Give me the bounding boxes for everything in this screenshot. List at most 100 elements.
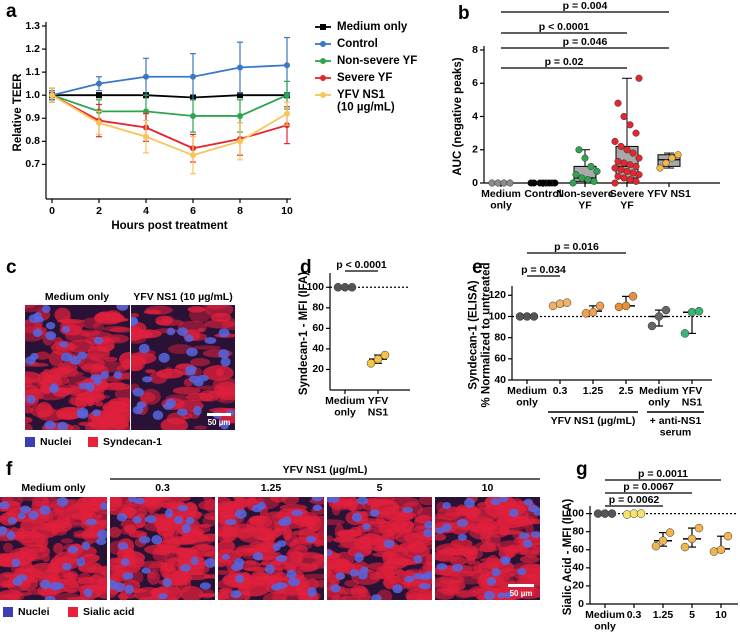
stain [54, 551, 79, 565]
stain [100, 421, 111, 428]
x-tick-label: 2 [96, 205, 102, 217]
micrograph [110, 497, 215, 600]
stain [435, 551, 460, 563]
x-tick-label: 10 [281, 205, 293, 217]
micrograph [131, 305, 235, 430]
point [581, 154, 589, 162]
y-tick-label: 60 [494, 353, 506, 365]
stain [172, 386, 201, 395]
image-title: Medium only [21, 482, 85, 494]
scale-label: 50 µm [510, 589, 533, 598]
stain [469, 525, 494, 540]
image-title: YFV NS1 (10 µg/mL) [133, 291, 232, 303]
nucleus [157, 593, 168, 600]
stain [2, 542, 14, 553]
point [723, 531, 733, 541]
point [572, 171, 580, 179]
point [620, 159, 628, 167]
stain [145, 369, 156, 374]
point [629, 149, 637, 157]
stain [510, 515, 536, 527]
panel-label: a [6, 1, 17, 22]
nucleus [177, 327, 189, 336]
x-tick-label: YFV NS1 [682, 385, 703, 409]
nucleus [76, 407, 89, 418]
x-tick-label: 10 [715, 609, 727, 621]
nucleus [142, 376, 153, 383]
y-tick-label: 20 [312, 363, 324, 375]
x-tick-label: Medium only [481, 188, 521, 212]
point [632, 129, 640, 137]
stain [54, 307, 71, 323]
p-value: p = 0.0011 [638, 468, 688, 480]
point [614, 157, 622, 165]
point [661, 305, 671, 315]
nucleus [351, 512, 362, 523]
stain [497, 540, 527, 553]
nucleus [49, 383, 59, 393]
p-value: p = 0.02 [545, 56, 584, 68]
nucleus [252, 551, 264, 561]
point [562, 298, 572, 307]
point [674, 151, 682, 159]
stain [316, 579, 324, 588]
stain [84, 387, 96, 403]
x-tick-label: 2.5 [619, 385, 634, 397]
point [636, 509, 646, 518]
stain [192, 345, 221, 350]
nucleus [162, 402, 173, 410]
stain [395, 569, 405, 577]
stain [279, 504, 308, 512]
nucleus [122, 572, 134, 581]
marker [190, 112, 196, 119]
stain [88, 497, 107, 503]
stain [417, 587, 432, 600]
stain [138, 560, 167, 569]
legend-label: Severe YF [337, 72, 392, 84]
point [380, 350, 390, 360]
nucleus [335, 572, 346, 580]
nucleus [235, 574, 245, 584]
x-tick-label: Medium only [325, 395, 365, 419]
stain [514, 586, 540, 600]
y-tick-label: 6 [472, 77, 478, 89]
y-tick-label: 1.3 [25, 20, 40, 32]
stain [183, 502, 198, 517]
stain [60, 538, 74, 544]
p-value: p = 0.004 [563, 0, 608, 12]
marker [190, 152, 196, 159]
stain [289, 539, 313, 550]
group-label: YFV NS1 (µg/mL) [551, 415, 636, 427]
nucleus [349, 569, 359, 577]
stain [85, 421, 114, 430]
panel-label: e [472, 257, 483, 278]
y-tick-label: 80 [494, 331, 506, 343]
nucleus [362, 523, 371, 531]
nucleus [451, 564, 464, 572]
nucleus [26, 394, 36, 404]
stain [99, 382, 130, 391]
nucleus [508, 508, 519, 517]
point [494, 179, 502, 187]
stain [450, 538, 473, 548]
x-tick-label: Medium only [639, 385, 679, 409]
nucleus [85, 518, 97, 526]
point [611, 179, 619, 187]
point [623, 146, 631, 154]
stain [36, 401, 53, 418]
stain [466, 556, 476, 566]
nucleus [56, 497, 69, 507]
x-tick-label: YFV NS1 [647, 188, 691, 200]
series-line [51, 94, 288, 157]
stain [99, 565, 107, 577]
nucleus [204, 337, 217, 344]
nucleus [272, 543, 281, 551]
point [588, 307, 598, 317]
scale-label: 50 µm [208, 418, 231, 427]
y-tick-label: 1.2 [25, 43, 40, 55]
stain [210, 312, 232, 322]
stain [347, 546, 372, 558]
point [623, 167, 631, 175]
stain [417, 506, 432, 519]
